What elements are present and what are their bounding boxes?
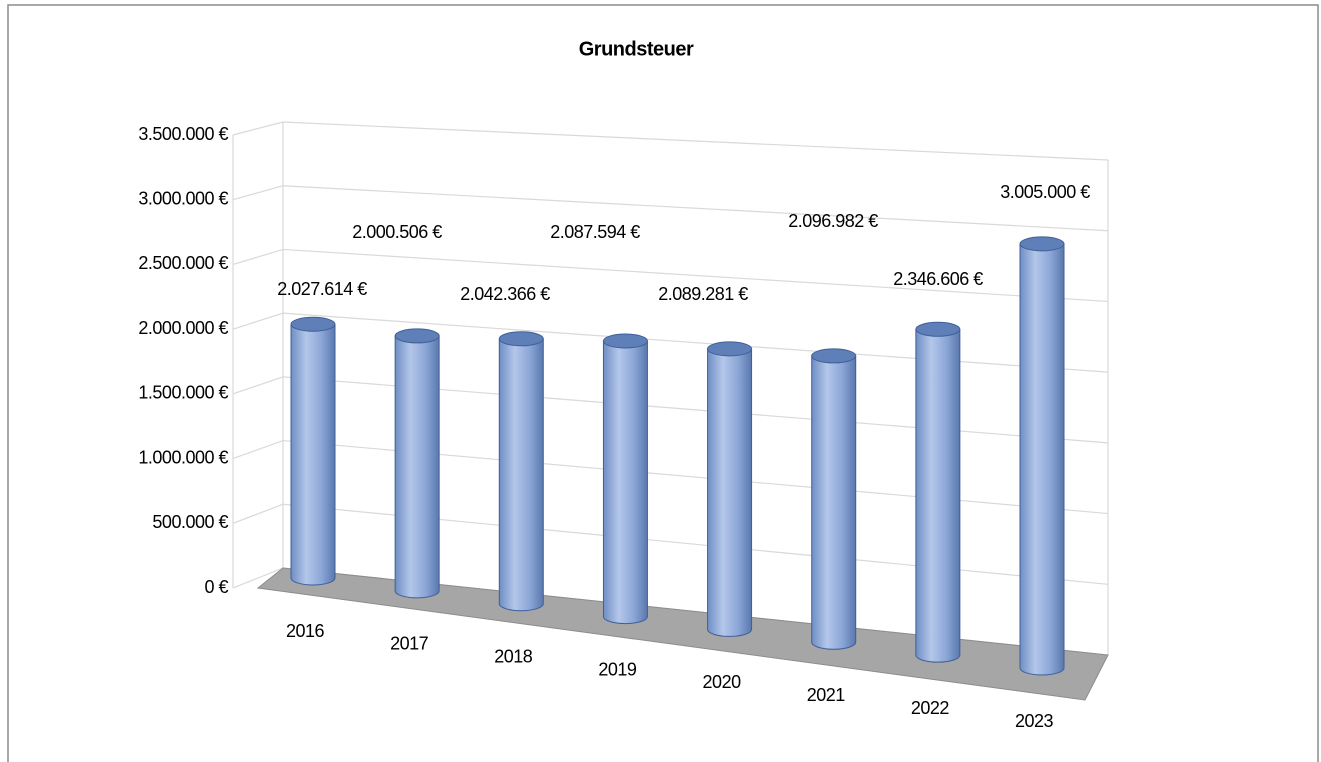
bar-top [498, 331, 544, 347]
data-label: 2.000.506 € [352, 222, 442, 242]
chart-frame [7, 4, 1319, 762]
walls [232, 121, 1109, 656]
grid-line [232, 376, 1109, 444]
bar-top [1019, 236, 1065, 252]
bar-top [602, 333, 648, 349]
x-tick-label: 2023 [1015, 711, 1054, 731]
data-label: 2.027.614 € [277, 279, 367, 299]
bar-top [811, 348, 857, 364]
y-tick-label: 1.000.000 € [138, 447, 228, 467]
data-label: 2.087.594 € [550, 222, 640, 242]
bar-body [707, 348, 753, 637]
y-tick-label: 1.500.000 € [138, 383, 228, 403]
y-tick-label: 3.500.000 € [138, 124, 228, 144]
x-tick-label: 2019 [598, 659, 637, 679]
y-tick-label: 2.500.000 € [138, 253, 228, 273]
x-tick-label: 2022 [911, 698, 950, 718]
data-label: 3.005.000 € [1000, 182, 1090, 202]
x-tick-label: 2020 [703, 672, 742, 692]
bar [498, 331, 544, 612]
bar [602, 333, 648, 625]
y-tick-label: 3.000.000 € [138, 188, 228, 208]
bar-body [602, 340, 648, 625]
bar-body [1019, 243, 1065, 676]
bar-body [394, 335, 440, 599]
bar-top [290, 316, 336, 332]
bar [707, 341, 753, 637]
x-tick-label: 2018 [494, 646, 533, 666]
y-tick-label: 0 € [204, 577, 228, 597]
bar-body [290, 323, 336, 586]
data-label: 2.346.606 € [893, 269, 983, 289]
grid-line [232, 439, 1109, 515]
grid-line [232, 312, 1109, 373]
data-label: 2.089.281 € [658, 284, 748, 304]
bar [1019, 236, 1065, 676]
grid-line [232, 121, 1109, 161]
bar [811, 348, 857, 650]
bar-body [811, 355, 857, 650]
data-label: 2.042.366 € [460, 284, 550, 304]
bar-top [915, 321, 961, 337]
bar-top [707, 341, 753, 357]
chart-title: Grundsteuer [579, 38, 694, 60]
x-tick-label: 2017 [390, 634, 429, 654]
bar-body [498, 338, 544, 612]
bar-body [915, 328, 961, 663]
bar [394, 328, 440, 599]
x-tick-label: 2021 [807, 685, 846, 705]
x-tick-label: 2016 [286, 621, 325, 641]
y-tick-label: 500.000 € [152, 512, 228, 532]
grid-line [232, 503, 1109, 585]
floor [256, 567, 1109, 701]
bar [290, 316, 336, 586]
bar [915, 321, 961, 663]
data-label: 2.096.982 € [788, 211, 878, 231]
y-tick-label: 2.000.000 € [138, 318, 228, 338]
bar-top [394, 328, 440, 344]
